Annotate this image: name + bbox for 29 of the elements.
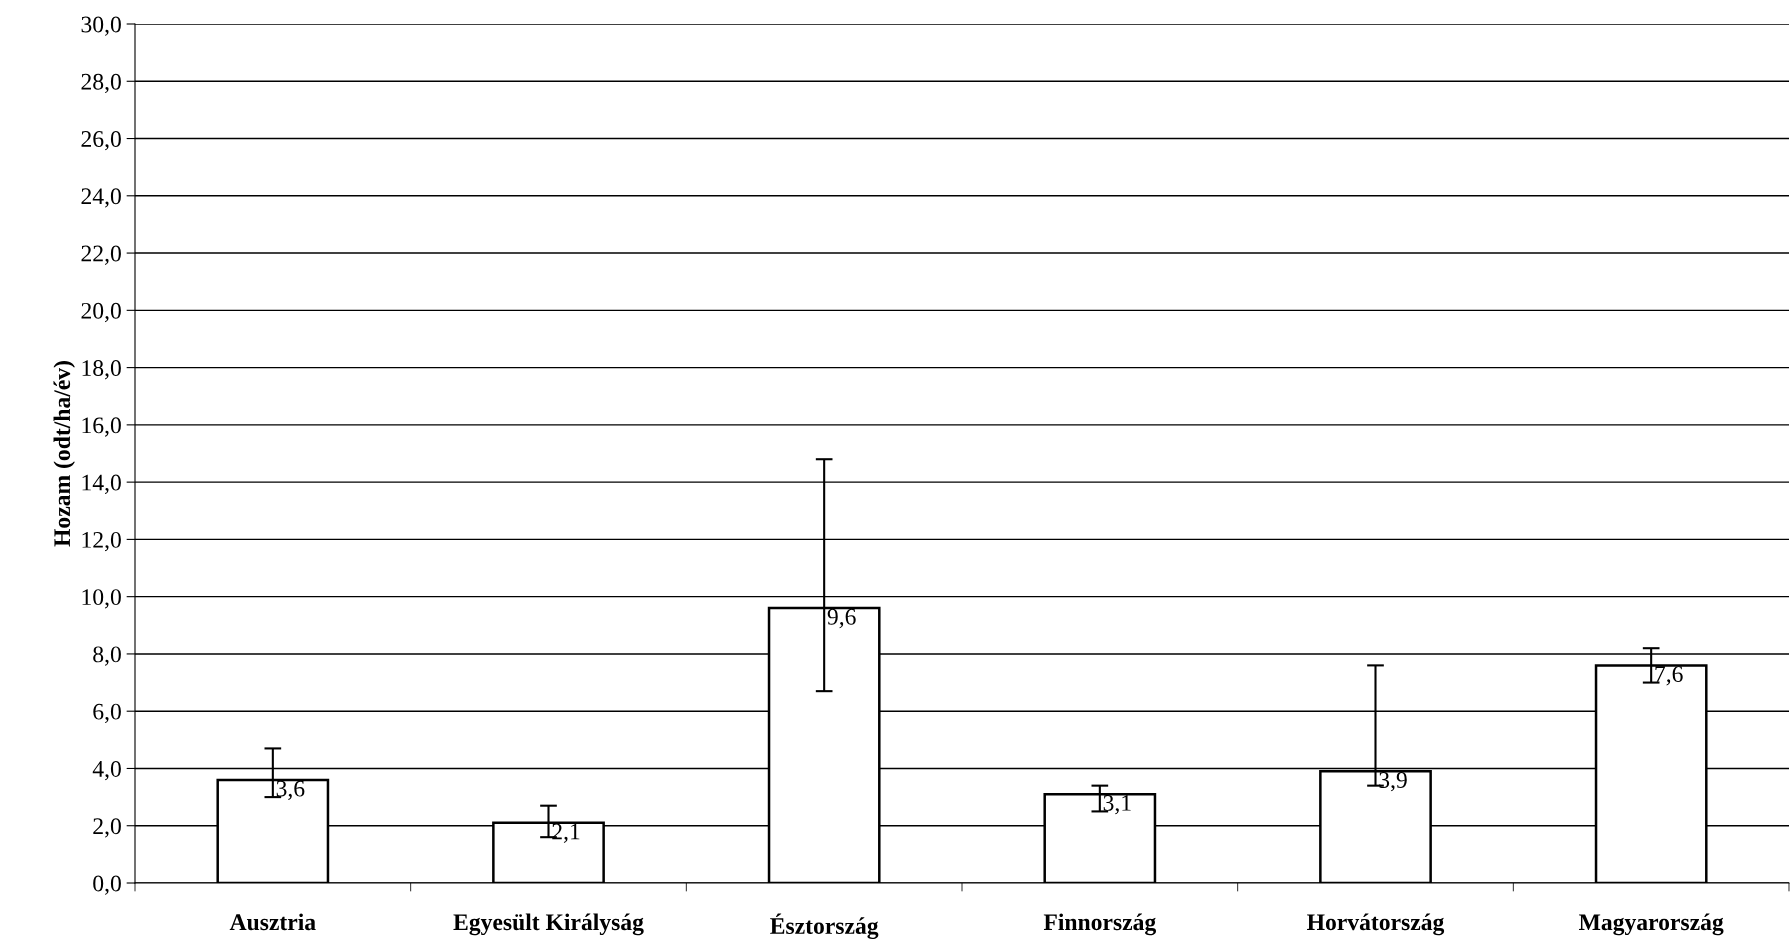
y-tick-label: 22,0: [81, 245, 121, 265]
data-label: 3,6: [276, 780, 305, 800]
y-tick-label: 4,0: [92, 760, 121, 781]
x-tick-label: Ausztria: [229, 913, 316, 931]
data-label: 2,1: [552, 823, 580, 843]
data-label: 7,6: [1655, 666, 1683, 686]
y-tick-label: 18,0: [82, 360, 121, 380]
x-tick-label: Egyesült Királyság: [453, 913, 644, 936]
y-tick-label: 8,0: [93, 646, 121, 666]
x-tick-label: Horvátország: [1307, 913, 1445, 936]
y-tick-label: 16,0: [82, 417, 121, 437]
y-tick-label: 14,0: [82, 474, 121, 494]
y-tick-label: 12,0: [82, 531, 121, 552]
x-tick-label: Észtország: [770, 913, 879, 939]
y-tick-label: 10,0: [82, 589, 121, 609]
y-tick-label: 2,0: [93, 818, 121, 838]
y-axis-title: Hozam (odt/ha/év): [53, 361, 75, 547]
y-tick-label: 28,0: [81, 73, 121, 94]
y-tick-label: 26,0: [81, 131, 121, 151]
data-label: 9,6: [827, 608, 856, 629]
x-tick-label: Magyarország: [1579, 913, 1724, 936]
data-label: 3,1: [1103, 794, 1131, 815]
y-tick-label: 30,0: [81, 16, 121, 36]
y-tick-label: 6,0: [93, 703, 121, 724]
y-tick-label: 0,0: [93, 875, 121, 895]
y-tick-label: 24,0: [81, 188, 121, 208]
y-tick-label: 20,0: [81, 302, 121, 323]
x-tick-label: Finnország: [1043, 913, 1157, 936]
data-label: 3,9: [1379, 772, 1407, 792]
